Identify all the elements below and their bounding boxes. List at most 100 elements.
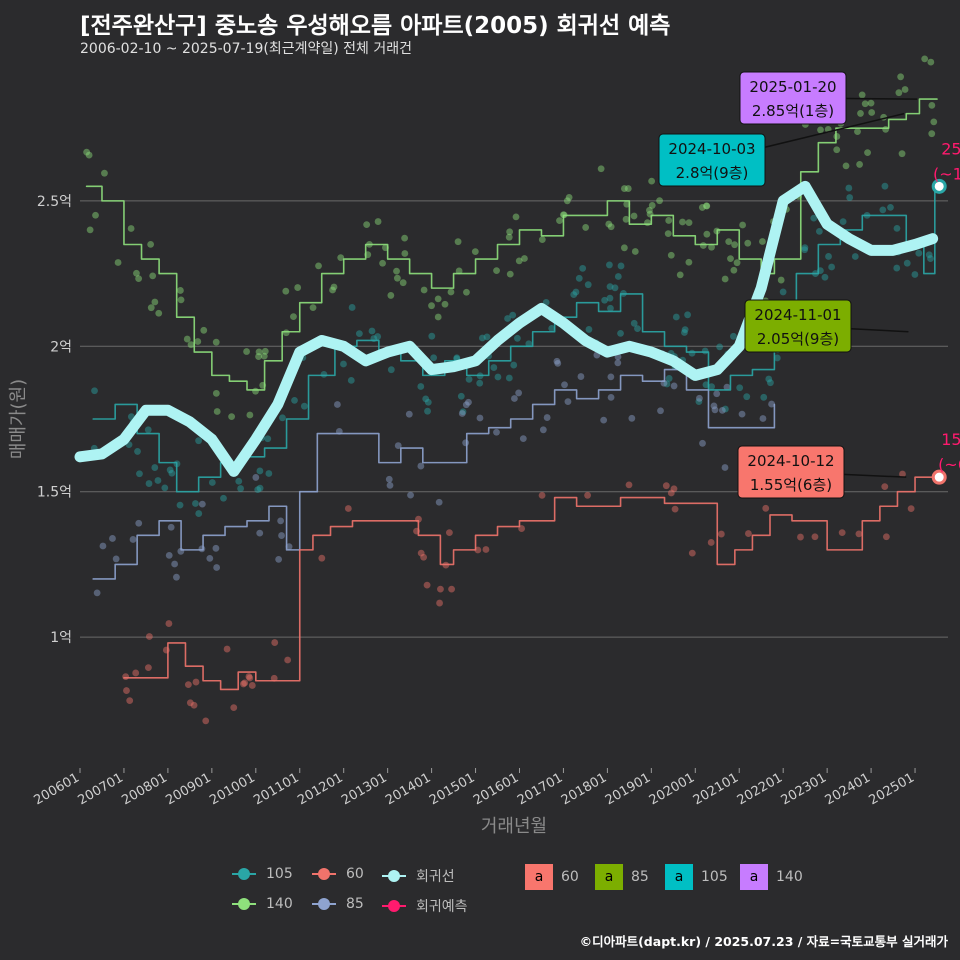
scatter-point-140 <box>622 215 630 223</box>
scatter-point-105 <box>606 283 614 291</box>
scatter-point-105 <box>634 325 641 333</box>
scatter-point-60 <box>437 585 444 593</box>
scatter-point-140 <box>434 295 442 303</box>
scatter-point-85 <box>198 500 206 508</box>
x-axis-title: 거래년월 <box>481 816 547 837</box>
scatter-point-105 <box>254 486 262 494</box>
scatter-point-85 <box>112 555 120 563</box>
scatter-point-105 <box>220 494 227 502</box>
scatter-point-140 <box>505 233 513 241</box>
scatter-point-140 <box>665 217 673 224</box>
scatter-point-140 <box>309 304 317 312</box>
x-tick-label: 202101 <box>691 770 741 808</box>
scatter-point-140 <box>597 165 605 173</box>
scatter-point-85 <box>723 383 731 391</box>
scatter-point-105 <box>617 329 624 337</box>
scatter-point-85 <box>278 532 285 539</box>
scatter-point-60 <box>162 646 170 654</box>
scatter-point-140 <box>630 212 638 220</box>
scatter-point-105 <box>490 364 498 371</box>
scatter-point-105 <box>136 470 143 478</box>
scatter-point-105 <box>585 326 593 333</box>
scatter-point-105 <box>424 407 431 415</box>
scatter-point-140 <box>506 228 514 236</box>
scatter-point-60 <box>190 701 198 709</box>
scatter-point-60 <box>707 539 715 546</box>
x-tick-label: 201501 <box>427 770 477 808</box>
x-tick-label: 201001 <box>207 770 257 808</box>
scatter-point-105 <box>773 354 781 362</box>
scatter-point-105 <box>347 376 355 384</box>
scatter-point-60 <box>132 669 140 677</box>
scatter-point-105 <box>665 375 673 382</box>
scatter-point-140 <box>856 161 863 168</box>
scatter-point-85 <box>173 573 180 581</box>
scatter-point-140 <box>252 387 259 395</box>
scatter-point-85 <box>135 519 143 527</box>
scatter-point-60 <box>907 505 915 513</box>
scatter-point-140 <box>393 267 400 275</box>
legend-box-glyph-140: a <box>740 864 768 890</box>
scatter-point-60 <box>855 530 863 538</box>
scatter-point-60 <box>165 620 173 627</box>
scatter-point-140 <box>147 240 155 248</box>
scatter-point-60 <box>482 546 490 553</box>
scatter-point-140 <box>901 86 909 93</box>
scatter-point-105 <box>801 246 809 254</box>
scatter-point-85 <box>333 401 341 408</box>
scatter-point-105 <box>161 484 169 492</box>
scatter-point-140 <box>679 218 686 226</box>
scatter-point-140 <box>708 243 715 251</box>
scatter-point-105 <box>743 393 751 401</box>
scatter-point-140 <box>330 283 338 291</box>
scatter-point-85 <box>713 390 721 398</box>
scatter-point-85 <box>699 439 706 447</box>
scatter-point-140 <box>86 226 94 234</box>
scatter-point-105 <box>879 206 887 214</box>
scatter-point-85 <box>614 359 622 367</box>
scatter-point-140 <box>861 100 869 108</box>
scatter-point-105 <box>151 464 159 471</box>
scatter-point-105 <box>760 393 768 401</box>
scatter-point-60 <box>625 481 633 489</box>
scatter-point-85 <box>657 407 664 415</box>
y-tick-label: 2억 <box>50 339 72 355</box>
scatter-point-60 <box>670 485 678 493</box>
scatter-point-140 <box>83 148 91 156</box>
scatter-point-85 <box>394 442 402 449</box>
scatter-point-105 <box>348 304 356 311</box>
scatter-point-105 <box>575 274 583 282</box>
scatter-point-105 <box>779 288 787 296</box>
scatter-point-60 <box>423 581 431 589</box>
scatter-point-105 <box>611 284 619 292</box>
scatter-point-140 <box>833 146 841 154</box>
scatter-point-85 <box>710 402 718 410</box>
scatter-point-85 <box>721 464 729 471</box>
scatter-point-85 <box>554 359 562 367</box>
legend-item-60: 60 <box>310 866 364 882</box>
scatter-point-140 <box>623 200 631 208</box>
series-line-85 <box>92 368 776 580</box>
scatter-point-140 <box>842 162 850 170</box>
scatter-point-140 <box>607 223 615 231</box>
scatter-point-140 <box>176 287 184 294</box>
scatter-point-140 <box>282 329 290 337</box>
scatter-point-85 <box>213 564 221 571</box>
forecast-area-label: (~60㎡) <box>938 455 960 474</box>
scatter-point-85 <box>738 410 746 418</box>
scatter-point-105 <box>168 469 176 477</box>
scatter-point-140 <box>565 193 573 201</box>
scatter-point-140 <box>85 151 93 159</box>
scatter-point-140 <box>187 341 195 349</box>
scatter-point-140 <box>703 202 710 210</box>
scatter-point-140 <box>921 55 929 63</box>
scatter-point-105 <box>736 384 744 392</box>
scatter-point-105 <box>903 259 911 267</box>
scatter-point-140 <box>897 73 905 81</box>
scatter-point-105 <box>716 343 724 351</box>
scatter-point-60 <box>248 682 256 689</box>
scatter-point-140 <box>744 239 752 247</box>
scatter-point-140 <box>493 267 500 275</box>
scatter-point-140 <box>582 224 590 231</box>
scatter-point-85 <box>553 357 561 365</box>
